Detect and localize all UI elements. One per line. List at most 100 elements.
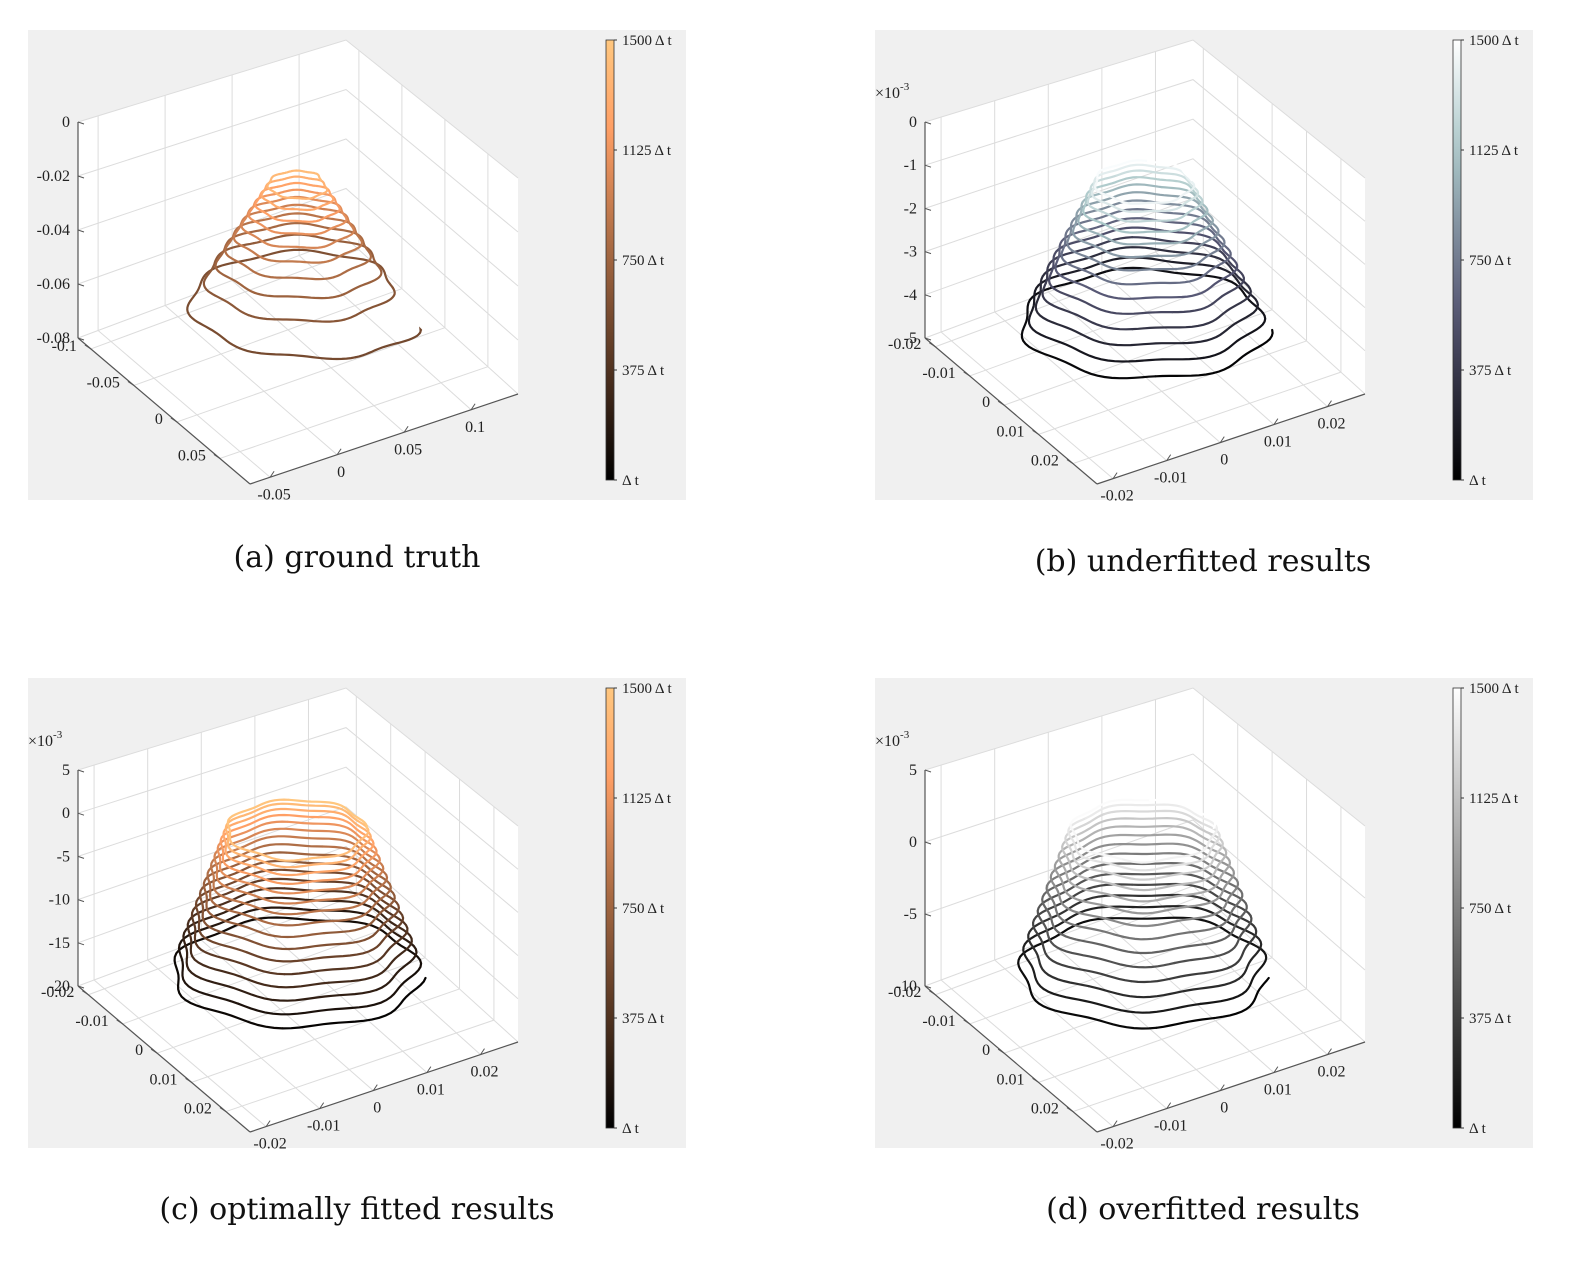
- left-tick-mark-b: [929, 342, 936, 348]
- z-tick-mark-b: [924, 207, 932, 211]
- trajectory-segment-b: [1020, 333, 1157, 380]
- trajectory-segment-d: [1045, 884, 1116, 936]
- trajectory-segment-c: [226, 835, 356, 854]
- colorbar-tick-label-d: 375 Δ t: [1469, 1011, 1512, 1027]
- trajectory-segment-a: [273, 188, 319, 196]
- trajectory-segment-b: [1052, 287, 1174, 315]
- trajectory-segment-a: [326, 217, 362, 241]
- right-tick-mark-b: [1273, 418, 1279, 425]
- z-tick-label-c: -20: [49, 978, 70, 995]
- right-tick-mark-c: [265, 1120, 271, 1127]
- left-tick-label-c: 0: [135, 1042, 143, 1059]
- trajectory-segment-d: [1085, 833, 1201, 846]
- left-tick-label-a: -0.1: [52, 338, 77, 355]
- right-tick-label-b: 0: [1220, 452, 1228, 469]
- z-tick-label-a: 0: [62, 114, 70, 131]
- right-tick-label-c: -0.02: [253, 1136, 286, 1153]
- z-tick-mark-a: [77, 121, 85, 125]
- trajectory-segment-a: [232, 232, 266, 260]
- right-tick-label-d: -0.01: [1154, 1118, 1187, 1135]
- right-tick-mark-a: [336, 448, 342, 456]
- z-exponent-power-b: -3: [900, 81, 910, 93]
- right-tick-label-b: -0.01: [1154, 470, 1187, 487]
- z-tick-mark-b: [924, 294, 932, 298]
- chart-panel-d: 5 0 -5 -10 ×10-3 -0.02 -0.01 0 0.01 0.02 -0.02 -0.0…: [847, 648, 1593, 1288]
- trajectory-segment-c: [224, 807, 262, 855]
- right-axis-a: [249, 393, 519, 485]
- z-tick-label-d: 5: [909, 762, 917, 779]
- z-tick-mark-d: [924, 913, 932, 917]
- trajectory-segment-d: [1173, 914, 1253, 965]
- right-tick-mark-b: [1112, 472, 1118, 479]
- trajectory-segment-c: [283, 930, 409, 976]
- z-exponent-power-c: -3: [53, 729, 63, 741]
- chart-panel-a: 0 -0.02 -0.04 -0.06 -0.08 -0.1 -0.05 0 0.05 -0.05…: [0, 0, 800, 640]
- trajectory-segment-a: [258, 273, 335, 281]
- trajectory-segment-d: [1031, 883, 1134, 933]
- axes-lines-d: [924, 770, 1366, 1133]
- trajectory-segment-c: [213, 868, 366, 890]
- trajectory-segment-b: [1041, 246, 1176, 278]
- left-axis-a: [77, 337, 251, 485]
- trajectory-segment-d: [1133, 862, 1221, 892]
- right-tick-label-c: 0: [373, 1100, 381, 1117]
- chart-panel-b: 0 -1 -2 -3 -4 -5 ×10-3 -0.02 -0.01 0 0.01 0.02 -0.02…: [847, 0, 1593, 640]
- trajectory-segment-c: [206, 843, 324, 877]
- trajectory-segment-a: [343, 286, 396, 321]
- left-tick-mark-d: [1066, 1107, 1074, 1112]
- right-tick-mark-d: [1327, 1048, 1332, 1055]
- z-tick-label-b: -4: [904, 287, 917, 304]
- trajectory-segment-b: [1087, 326, 1231, 347]
- trajectory-segment-b: [1099, 163, 1169, 176]
- trajectory-segment-c: [222, 821, 262, 870]
- back-wall-left-a: [78, 40, 346, 338]
- trajectory-segment-a: [319, 199, 347, 218]
- trajectory-segment-c: [331, 919, 423, 986]
- left-tick-label-c: -0.02: [41, 984, 74, 1001]
- trajectory-segment-d: [1210, 888, 1248, 944]
- trajectory-segment-b: [1109, 233, 1197, 246]
- colorbar-bar-d: [1452, 687, 1462, 1129]
- z-tick-mark-a: [77, 283, 85, 287]
- back-wall-right-d: [1193, 688, 1365, 1042]
- colorbar-tick-label-a: 1125 Δ t: [622, 143, 672, 159]
- back-wall-left-c: [78, 688, 346, 986]
- trajectory-segment-b: [1044, 236, 1134, 285]
- colorbar-d: 1500 Δ t 1125 Δ t 750 Δ t 375 Δ t Δ t: [1452, 681, 1519, 1137]
- left-tick-mark-c: [82, 990, 89, 996]
- trajectory-segment-d: [1179, 805, 1218, 846]
- left-tick-mark-c: [219, 1107, 227, 1112]
- trajectory-segment-b: [1166, 166, 1196, 194]
- z-tick-label-c: 5: [62, 762, 70, 779]
- trajectory-segment-d: [1184, 862, 1236, 909]
- colorbar-tick-label-c: 750 Δ t: [622, 901, 665, 917]
- z-tick-label-b: 0: [909, 114, 917, 131]
- z-tick-mark-d: [924, 769, 932, 773]
- trajectory-segment-b: [1149, 239, 1226, 271]
- caption-d: (d) overfitted results: [1046, 1192, 1360, 1227]
- trajectory-segment-a: [252, 233, 339, 245]
- z-tick-mark-a: [77, 229, 85, 233]
- trajectory-segment-a: [327, 238, 364, 263]
- trajectory-segment-d: [1068, 894, 1187, 915]
- trajectory-segment-d: [1049, 843, 1116, 893]
- left-tick-label-a: 0.05: [178, 447, 206, 464]
- trajectory-segment-c: [321, 845, 389, 894]
- trajectory-segment-b: [1054, 233, 1088, 288]
- trajectory-segment-b: [1047, 234, 1100, 290]
- back-wall-right-a: [346, 40, 518, 394]
- trajectory-segment-c: [219, 840, 289, 885]
- z-tick-label-c: -15: [49, 935, 70, 952]
- trajectory-segment-a: [322, 208, 354, 229]
- trajectory-segment-a: [262, 257, 330, 264]
- trajectory-segment-b: [1094, 176, 1129, 205]
- right-axis-d: [1096, 1041, 1366, 1133]
- trajectory-segment-a: [257, 221, 334, 232]
- trajectory-segment-d: [1120, 843, 1209, 864]
- left-tick-mark-d: [963, 1019, 970, 1025]
- trajectory-segment-c: [228, 834, 318, 862]
- trajectory-segment-b: [1115, 169, 1188, 181]
- colorbar-tick-label-d: 1500 Δ t: [1469, 681, 1519, 697]
- trajectory-segment-d: [1199, 943, 1268, 1005]
- trajectory-segment-a: [323, 226, 355, 248]
